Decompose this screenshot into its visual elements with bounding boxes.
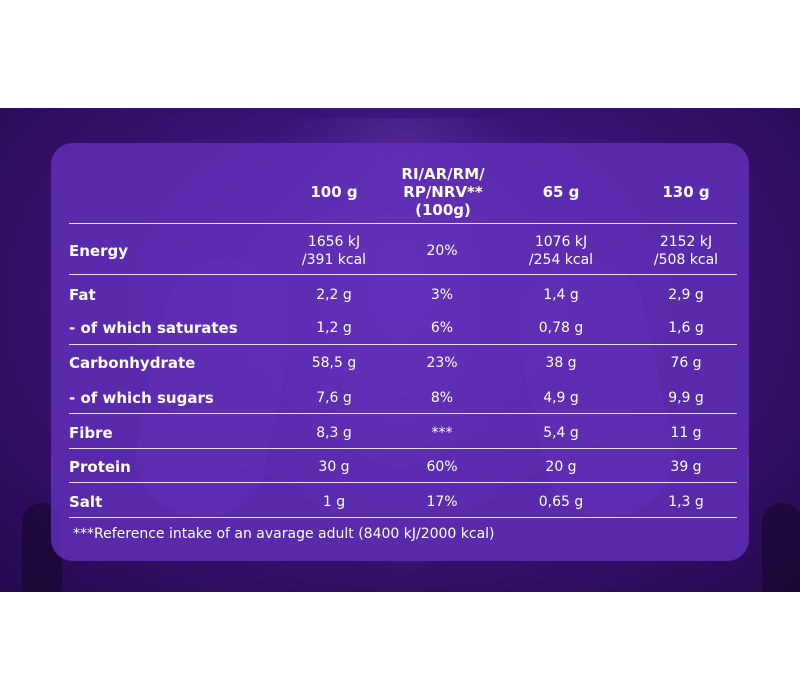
value-100g: 8,3 g bbox=[316, 425, 352, 441]
value-ri: 8% bbox=[430, 390, 454, 406]
row-label: Protein bbox=[69, 458, 131, 476]
value-130g: 1,6 g bbox=[668, 320, 704, 336]
value-ri: 60% bbox=[426, 459, 458, 475]
row-label: - of which saturates bbox=[69, 319, 238, 337]
value-130g: 39 g bbox=[670, 459, 702, 475]
value-100g: 30 g bbox=[318, 459, 350, 475]
value-ri: 3% bbox=[430, 287, 454, 303]
value-ri: *** bbox=[431, 425, 453, 441]
nutrition-table: 100 g RI/AR/RM/ RP/NRV** (100g) 65 g 130… bbox=[51, 143, 749, 561]
value-ri: 6% bbox=[430, 320, 454, 336]
value-ri: 23% bbox=[426, 355, 458, 371]
value-130g: 76 g bbox=[670, 355, 702, 371]
value-100g: 1656 kJ/391 kcal bbox=[301, 234, 367, 268]
separator bbox=[69, 344, 737, 345]
barbell-plate-right bbox=[762, 503, 800, 592]
value-65g: 4,9 g bbox=[543, 390, 579, 406]
row-energy: Energy 1656 kJ/391 kcal 20% 1076 kJ/254 … bbox=[69, 233, 739, 273]
row-label: Carbonhydrate bbox=[69, 354, 196, 372]
header-130g: 130 g bbox=[662, 183, 710, 201]
separator bbox=[69, 413, 737, 414]
value-65g: 0,78 g bbox=[538, 320, 584, 336]
separator bbox=[69, 448, 737, 449]
row-label: - of which sugars bbox=[69, 389, 214, 407]
value-130g: 2152 kJ/508 kcal bbox=[653, 234, 719, 268]
value-65g: 0,65 g bbox=[538, 494, 584, 510]
separator bbox=[69, 274, 737, 275]
value-130g: 2,9 g bbox=[668, 287, 704, 303]
value-130g: 11 g bbox=[670, 425, 702, 441]
value-65g: 5,4 g bbox=[543, 425, 579, 441]
separator bbox=[69, 482, 737, 483]
header-100g: 100 g bbox=[310, 183, 358, 201]
value-65g: 20 g bbox=[545, 459, 577, 475]
header-reference-intake: RI/AR/RM/ RP/NRV** (100g) bbox=[401, 165, 485, 219]
row-label: Fat bbox=[69, 286, 96, 304]
value-130g: 9,9 g bbox=[668, 390, 704, 406]
row-label: Salt bbox=[69, 493, 103, 511]
separator bbox=[69, 517, 737, 518]
value-65g: 1076 kJ/254 kcal bbox=[528, 234, 594, 268]
separator bbox=[69, 223, 737, 224]
value-ri: 17% bbox=[426, 494, 458, 510]
value-100g: 2,2 g bbox=[316, 287, 352, 303]
value-65g: 1,4 g bbox=[543, 287, 579, 303]
value-100g: 58,5 g bbox=[311, 355, 357, 371]
row-label: Fibre bbox=[69, 424, 113, 442]
value-ri: 20% bbox=[426, 243, 458, 259]
row-label: Energy bbox=[69, 242, 129, 260]
value-100g: 7,6 g bbox=[316, 390, 352, 406]
value-130g: 1,3 g bbox=[668, 494, 704, 510]
value-100g: 1 g bbox=[322, 494, 346, 510]
value-65g: 38 g bbox=[545, 355, 577, 371]
value-100g: 1,2 g bbox=[316, 320, 352, 336]
header-65g: 65 g bbox=[542, 183, 580, 201]
footnote: ***Reference intake of an avarage adult … bbox=[73, 526, 495, 542]
